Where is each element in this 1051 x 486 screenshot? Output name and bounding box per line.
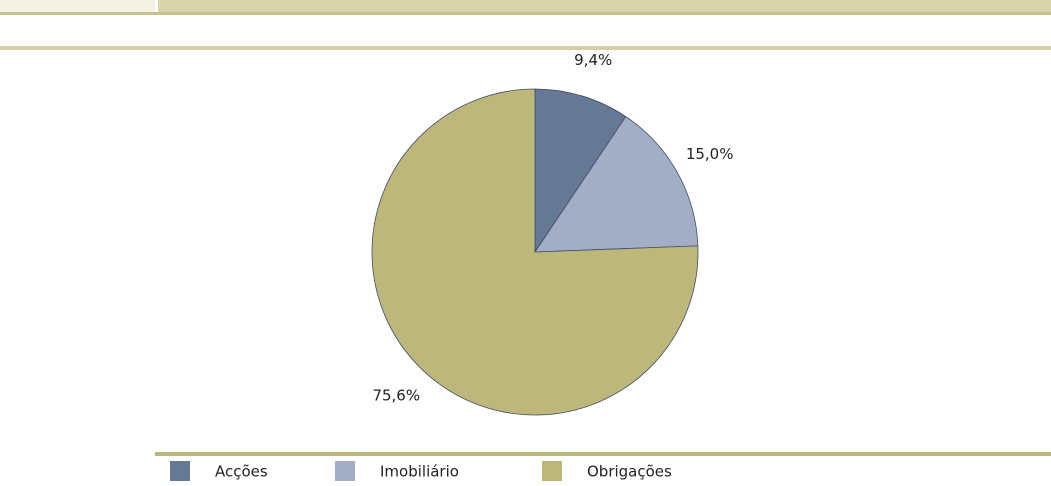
legend: Acções Imobiliário Obrigações (170, 461, 672, 481)
slice-label: 75,6% (372, 387, 420, 405)
pie-slice (534, 116, 699, 253)
header-band (158, 0, 1051, 12)
legend-swatch (335, 461, 355, 481)
legend-label: Acções (215, 463, 268, 481)
pie-slice (371, 88, 699, 416)
slice-label: 15,0% (686, 145, 734, 163)
legend-rule (155, 452, 1051, 456)
header-rule (0, 12, 1051, 15)
legend-swatch (542, 461, 562, 481)
top-rule (0, 46, 1051, 50)
slice-label: 9,4% (574, 51, 612, 69)
legend-swatch (170, 461, 190, 481)
header-left (0, 0, 155, 12)
pie-slice (534, 88, 627, 254)
legend-label: Obrigações (587, 463, 672, 481)
legend-label: Imobiliário (380, 463, 459, 481)
pie: 9,4% 15,0% 75,6% (371, 51, 734, 416)
